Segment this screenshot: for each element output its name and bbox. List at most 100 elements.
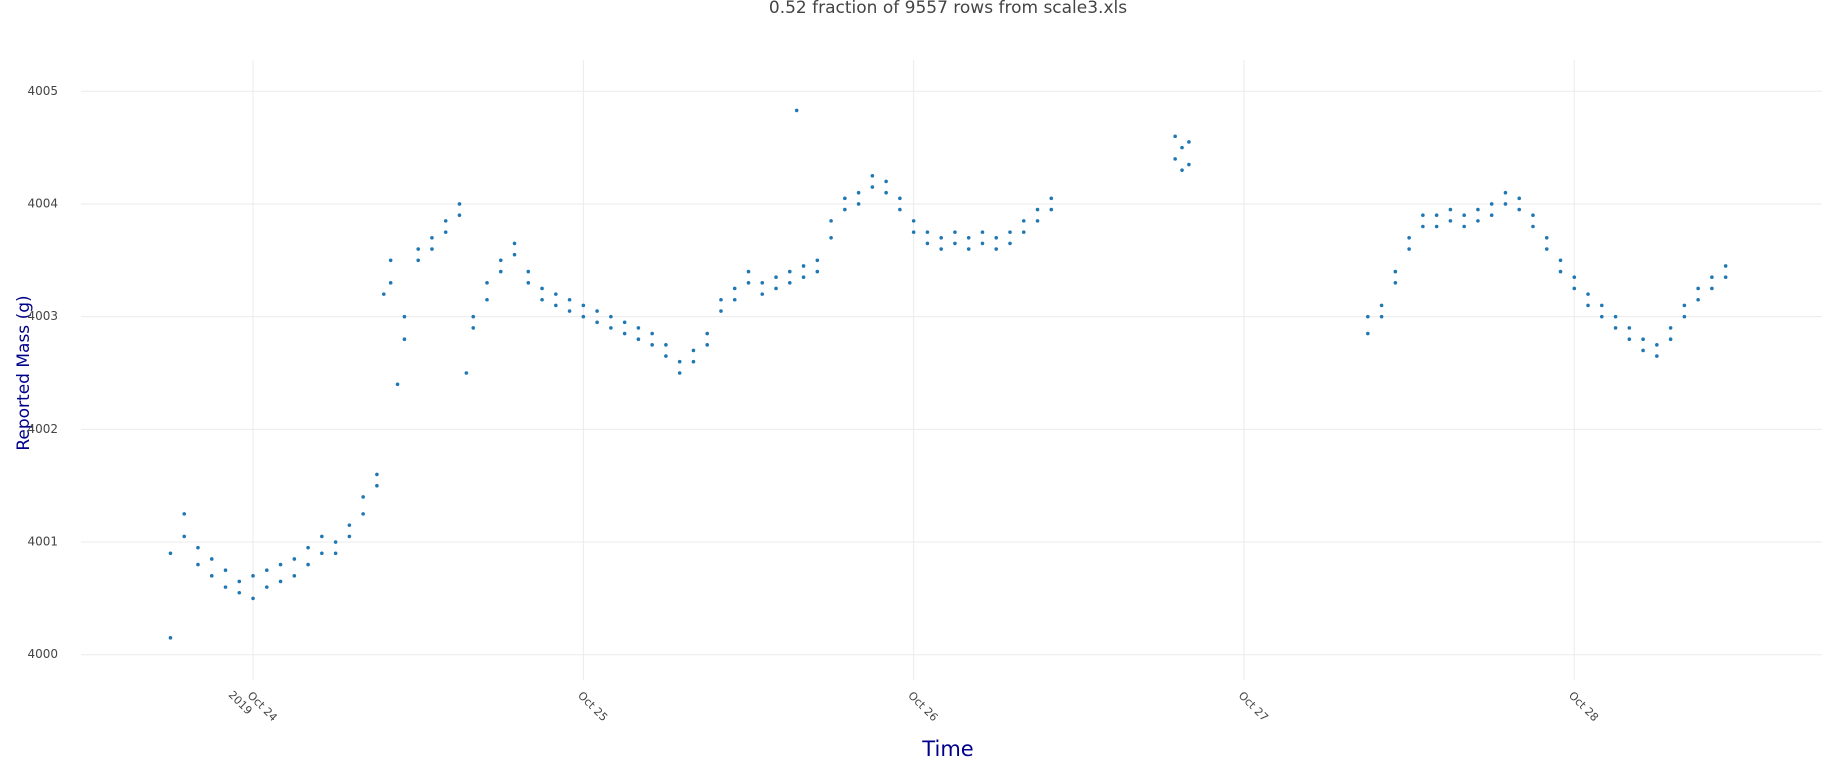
point <box>443 219 448 223</box>
point <box>581 314 586 319</box>
point <box>512 241 517 246</box>
point <box>815 258 820 263</box>
point <box>1558 258 1563 263</box>
point <box>939 235 943 240</box>
point <box>794 108 799 113</box>
point <box>677 371 682 375</box>
point <box>182 534 187 539</box>
y-axis-title: Reported Mass (g) <box>14 295 34 450</box>
point <box>1558 269 1563 274</box>
point <box>581 303 586 308</box>
point <box>1723 275 1728 280</box>
point <box>278 562 283 567</box>
point <box>554 303 558 308</box>
point <box>609 314 613 319</box>
point <box>980 241 985 246</box>
y-tick-label: 4002 <box>27 422 58 436</box>
x-tick-label: Oct 25 <box>575 689 610 724</box>
point <box>911 230 916 234</box>
point <box>567 309 572 313</box>
point <box>1586 303 1590 308</box>
point <box>237 579 242 584</box>
point <box>1599 314 1604 319</box>
point <box>498 269 503 274</box>
point <box>320 551 324 556</box>
point <box>843 207 847 212</box>
point <box>1696 297 1700 302</box>
point <box>1180 145 1184 150</box>
point <box>980 230 985 234</box>
point <box>457 213 462 218</box>
point <box>705 331 710 336</box>
point <box>457 202 462 206</box>
point <box>1393 281 1398 285</box>
x-tick-label: Oct 27 <box>1236 689 1271 724</box>
point <box>1696 286 1700 291</box>
point <box>1008 230 1012 234</box>
point <box>746 269 751 274</box>
point <box>1517 207 1522 212</box>
point <box>994 235 999 240</box>
point <box>1462 213 1466 218</box>
point <box>264 585 269 589</box>
y-tick-label: 4000 <box>27 647 58 661</box>
point <box>1366 331 1370 336</box>
point <box>1572 286 1577 291</box>
point <box>1049 196 1054 201</box>
point <box>1021 230 1026 234</box>
point <box>774 275 778 280</box>
point <box>1434 224 1439 229</box>
point <box>746 281 751 285</box>
point <box>1180 168 1184 172</box>
point <box>1627 326 1632 330</box>
point <box>664 343 668 347</box>
point <box>760 281 765 285</box>
point <box>636 326 641 330</box>
point <box>443 230 448 234</box>
point <box>1421 224 1425 229</box>
y-tick-label: 4001 <box>27 535 58 549</box>
point <box>1407 235 1411 240</box>
point <box>1517 196 1522 201</box>
point <box>395 382 400 387</box>
point <box>787 269 792 274</box>
point <box>251 574 255 578</box>
point <box>168 636 173 640</box>
point <box>526 269 531 274</box>
point <box>1008 241 1012 246</box>
point <box>1723 264 1728 268</box>
point <box>966 247 971 251</box>
point <box>1572 275 1577 280</box>
point <box>567 297 572 302</box>
point <box>1379 314 1384 319</box>
point <box>1448 219 1453 223</box>
point <box>485 297 489 302</box>
point <box>691 348 696 353</box>
point <box>1599 303 1604 308</box>
point <box>622 320 627 325</box>
point <box>911 219 916 223</box>
point <box>209 557 214 561</box>
point <box>801 264 806 268</box>
point <box>595 320 599 325</box>
point <box>375 483 379 488</box>
point <box>884 190 888 195</box>
y-tick-label: 4003 <box>27 309 58 323</box>
point <box>994 247 999 251</box>
point <box>677 359 682 364</box>
point <box>1407 247 1411 251</box>
point <box>416 247 420 251</box>
point <box>1668 326 1673 330</box>
point <box>925 241 930 246</box>
point <box>636 337 641 341</box>
point <box>925 230 930 234</box>
point <box>333 551 338 556</box>
point <box>1710 275 1714 280</box>
point <box>223 585 228 589</box>
point <box>1462 224 1466 229</box>
point <box>1613 326 1618 330</box>
point <box>856 202 861 206</box>
x-tick-label: Oct 242019 <box>226 679 280 733</box>
point <box>278 579 283 584</box>
point <box>1021 219 1026 223</box>
